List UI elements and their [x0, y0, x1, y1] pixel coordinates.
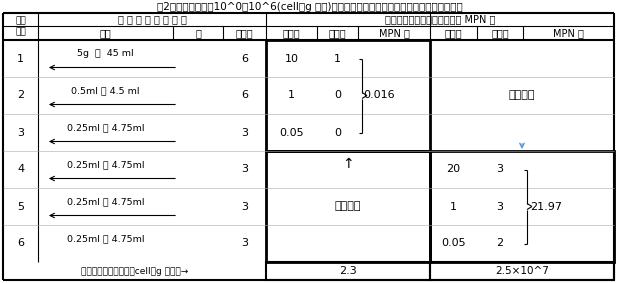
- Text: 土壌: 土壌: [100, 28, 112, 38]
- Text: 6: 6: [241, 53, 248, 63]
- Text: 10: 10: [285, 53, 298, 63]
- Text: 希積
段階: 希積 段階: [15, 17, 26, 36]
- Text: 0.05: 0.05: [279, 128, 304, 138]
- Text: 3: 3: [241, 164, 248, 175]
- Text: 希積率: 希積率: [445, 28, 463, 38]
- Text: 反複数: 反複数: [236, 28, 254, 38]
- Text: 0.25ml ＋ 4.75ml: 0.25ml ＋ 4.75ml: [67, 160, 144, 169]
- Text: 0.05: 0.05: [441, 239, 466, 248]
- Text: ↑: ↑: [342, 157, 354, 171]
- Text: 陽性数: 陽性数: [329, 28, 347, 38]
- Text: 3: 3: [17, 128, 24, 138]
- Text: 0.016: 0.016: [363, 91, 395, 100]
- Text: 20: 20: [446, 164, 461, 175]
- Text: 2: 2: [497, 239, 503, 248]
- Text: 3: 3: [241, 239, 248, 248]
- Text: 3: 3: [241, 201, 248, 211]
- Text: 0: 0: [334, 128, 341, 138]
- Text: 4: 4: [17, 164, 24, 175]
- Text: 0.5ml ＋ 4.5 ml: 0.5ml ＋ 4.5 ml: [71, 86, 140, 95]
- Text: 0.25ml ＋ 4.75ml: 0.25ml ＋ 4.75ml: [67, 234, 144, 243]
- Text: 検出上限: 検出上限: [509, 91, 535, 100]
- Text: 希積率: 希積率: [283, 28, 300, 38]
- Text: 検出上限および下限における MPN 値: 検出上限および下限における MPN 値: [385, 14, 495, 25]
- Text: 3: 3: [497, 201, 503, 211]
- Bar: [430, 151, 614, 262]
- Text: 3: 3: [497, 164, 503, 175]
- Text: 1: 1: [334, 53, 341, 63]
- Text: 6: 6: [17, 239, 24, 248]
- Text: 検出限界微生物密度（cell／g 土壌）→: 検出限界微生物密度（cell／g 土壌）→: [81, 267, 188, 275]
- Text: 水: 水: [195, 28, 201, 38]
- Text: 検出下限: 検出下限: [335, 201, 361, 211]
- Text: 6: 6: [241, 91, 248, 100]
- Text: 希 積 方 法 と 反 複 数: 希 積 方 法 と 反 複 数: [118, 14, 187, 25]
- Text: 1: 1: [288, 91, 295, 100]
- Text: 2: 2: [17, 91, 24, 100]
- Text: 0.25ml ＋ 4.75ml: 0.25ml ＋ 4.75ml: [67, 123, 144, 132]
- Text: 5: 5: [17, 201, 24, 211]
- Bar: [266, 40, 430, 151]
- Text: 1: 1: [450, 201, 457, 211]
- Bar: [266, 262, 430, 280]
- Text: 陽性数: 陽性数: [491, 28, 509, 38]
- Text: MPN 値: MPN 値: [379, 28, 409, 38]
- Text: 5g  ＋  45 ml: 5g ＋ 45 ml: [77, 49, 134, 58]
- Text: 1: 1: [17, 53, 24, 63]
- Text: 21.97: 21.97: [530, 201, 562, 211]
- Text: 表2　微生物密度が10^0～10^6(cell／g 土壌)の範囲について検出できる希釈・反復条件の例: 表2 微生物密度が10^0～10^6(cell／g 土壌)の範囲について検出でき…: [157, 2, 463, 12]
- Bar: [430, 262, 614, 280]
- Text: 0.25ml ＋ 4.75ml: 0.25ml ＋ 4.75ml: [67, 197, 144, 206]
- Text: 0: 0: [334, 91, 341, 100]
- Text: MPN 値: MPN 値: [553, 28, 584, 38]
- Text: 3: 3: [241, 128, 248, 138]
- Text: 2.3: 2.3: [339, 266, 357, 276]
- Text: 2.5×10^7: 2.5×10^7: [495, 266, 549, 276]
- Bar: [266, 151, 430, 262]
